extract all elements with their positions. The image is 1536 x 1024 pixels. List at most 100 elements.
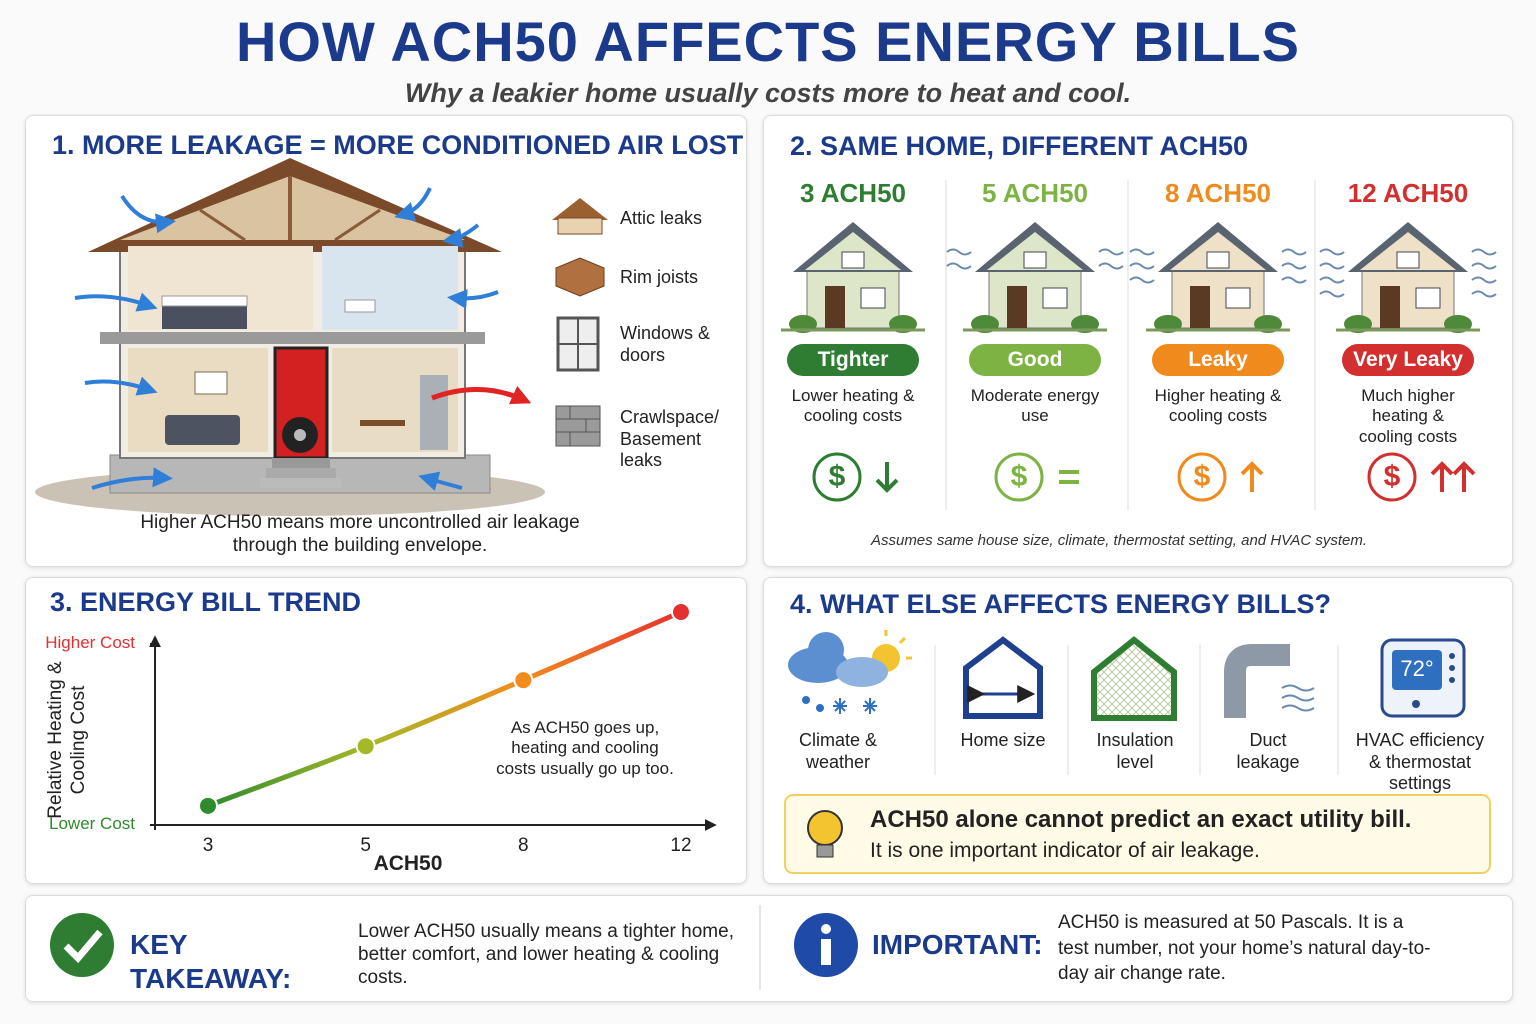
data-point xyxy=(198,795,218,816)
house-gable xyxy=(1170,232,1266,270)
shape xyxy=(833,698,847,714)
shape xyxy=(120,194,176,234)
house-window xyxy=(1023,251,1047,269)
x-tick-label: 12 xyxy=(670,835,692,856)
shape xyxy=(1281,694,1315,702)
trend-line xyxy=(207,609,682,809)
callout-heading: ACH50 alone cannot predict an exact util… xyxy=(870,806,1412,833)
house-window xyxy=(1042,287,1068,309)
x-tick-label: 8 xyxy=(518,835,529,856)
takeaway-text: Lower ACH50 usually means a tighter home… xyxy=(358,921,734,988)
wind xyxy=(1098,262,1124,270)
factor-label: HVAC efficiency & thermostat settings xyxy=(1355,730,1485,794)
shape xyxy=(334,208,381,242)
wind xyxy=(1281,276,1307,284)
shape xyxy=(821,924,831,934)
factor-label: Duct leakage xyxy=(1236,730,1300,772)
house-gable xyxy=(987,232,1083,270)
rating-badge xyxy=(1152,344,1284,376)
factor-icons xyxy=(784,630,1491,874)
shape xyxy=(555,257,605,297)
shape xyxy=(294,429,306,441)
shape xyxy=(322,246,458,330)
shape xyxy=(555,405,601,447)
description: Lower heating & cooling costs xyxy=(791,386,915,426)
leak-source: Rim joists xyxy=(620,267,699,287)
shape xyxy=(1449,677,1455,683)
shape xyxy=(91,467,173,490)
shape xyxy=(394,187,432,222)
shape xyxy=(1281,704,1315,712)
title: HOW ACH50 AFFECTS ENERGY BILLS xyxy=(235,10,1300,73)
rating: Leaky xyxy=(1188,348,1248,371)
cost-icon xyxy=(1367,452,1417,502)
shape xyxy=(808,632,844,668)
panel-trend xyxy=(25,577,747,884)
shape xyxy=(266,468,336,478)
ach-label: 5 ACH50 xyxy=(982,178,1088,208)
description: Higher heating & cooling costs xyxy=(1154,386,1282,426)
wind xyxy=(1471,248,1497,256)
wind xyxy=(946,248,972,256)
wind xyxy=(1471,262,1497,270)
shape xyxy=(556,406,600,446)
cost-icon xyxy=(812,452,862,502)
wind xyxy=(1319,290,1345,298)
wind xyxy=(946,262,972,270)
shape xyxy=(884,630,912,660)
shape xyxy=(100,332,485,344)
shape xyxy=(863,698,877,714)
x-tick-label: 5 xyxy=(360,835,371,856)
wind xyxy=(1471,290,1497,298)
house-window xyxy=(860,287,886,309)
rating-badge xyxy=(787,344,919,376)
shape xyxy=(1281,684,1315,692)
house-gable xyxy=(805,232,901,270)
important-label: IMPORTANT: xyxy=(872,929,1043,960)
takeaway-label: KEY TAKEAWAY: xyxy=(130,929,292,994)
shape xyxy=(360,420,405,426)
wind xyxy=(1281,248,1307,256)
shape xyxy=(1412,653,1455,708)
shape xyxy=(418,471,463,491)
data-point xyxy=(513,670,534,691)
subtitle: Why a leakier home usually costs more to… xyxy=(404,78,1132,108)
house-illustration xyxy=(35,158,545,516)
data-point xyxy=(355,736,376,757)
cost-icon xyxy=(994,452,1044,502)
rating: Very Leaky xyxy=(1353,348,1463,371)
x-tick-label: 3 xyxy=(202,835,214,856)
footer-icons xyxy=(50,905,858,990)
shape xyxy=(74,187,499,491)
shape xyxy=(816,844,834,858)
leak-source: Windows & doors xyxy=(620,323,711,365)
house-door xyxy=(1380,286,1400,328)
house-window xyxy=(1225,287,1251,309)
shape xyxy=(165,415,240,445)
shape xyxy=(1091,636,1177,721)
shape xyxy=(802,696,810,704)
leak-source: Attic leaks xyxy=(620,208,703,228)
x-axis-label: ACH50 xyxy=(373,852,443,875)
shape xyxy=(120,176,465,240)
house-window xyxy=(1396,251,1420,269)
panel-footer xyxy=(25,895,1513,1002)
panel-title: 1. MORE LEAKAGE = MORE CONDITIONED AIR L… xyxy=(52,130,744,160)
ach-label: 8 ACH50 xyxy=(1165,178,1271,208)
house-door xyxy=(1007,286,1027,328)
house-window xyxy=(841,251,865,269)
note: Assumes same house size, climate, thermo… xyxy=(870,532,1368,549)
annotation: As ACH50 goes up, heating and cooling co… xyxy=(496,718,674,778)
shape xyxy=(552,198,608,220)
shape xyxy=(1449,665,1455,671)
house-window xyxy=(1206,251,1230,269)
house-window xyxy=(1415,287,1441,309)
currency-symbol: $ xyxy=(1010,460,1028,493)
trend-arrow xyxy=(1240,461,1264,492)
shape xyxy=(816,704,824,712)
panel-title: 4. WHAT ELSE AFFECTS ENERGY BILLS? xyxy=(790,589,1332,619)
shape xyxy=(1412,700,1420,708)
wind xyxy=(1319,262,1345,270)
